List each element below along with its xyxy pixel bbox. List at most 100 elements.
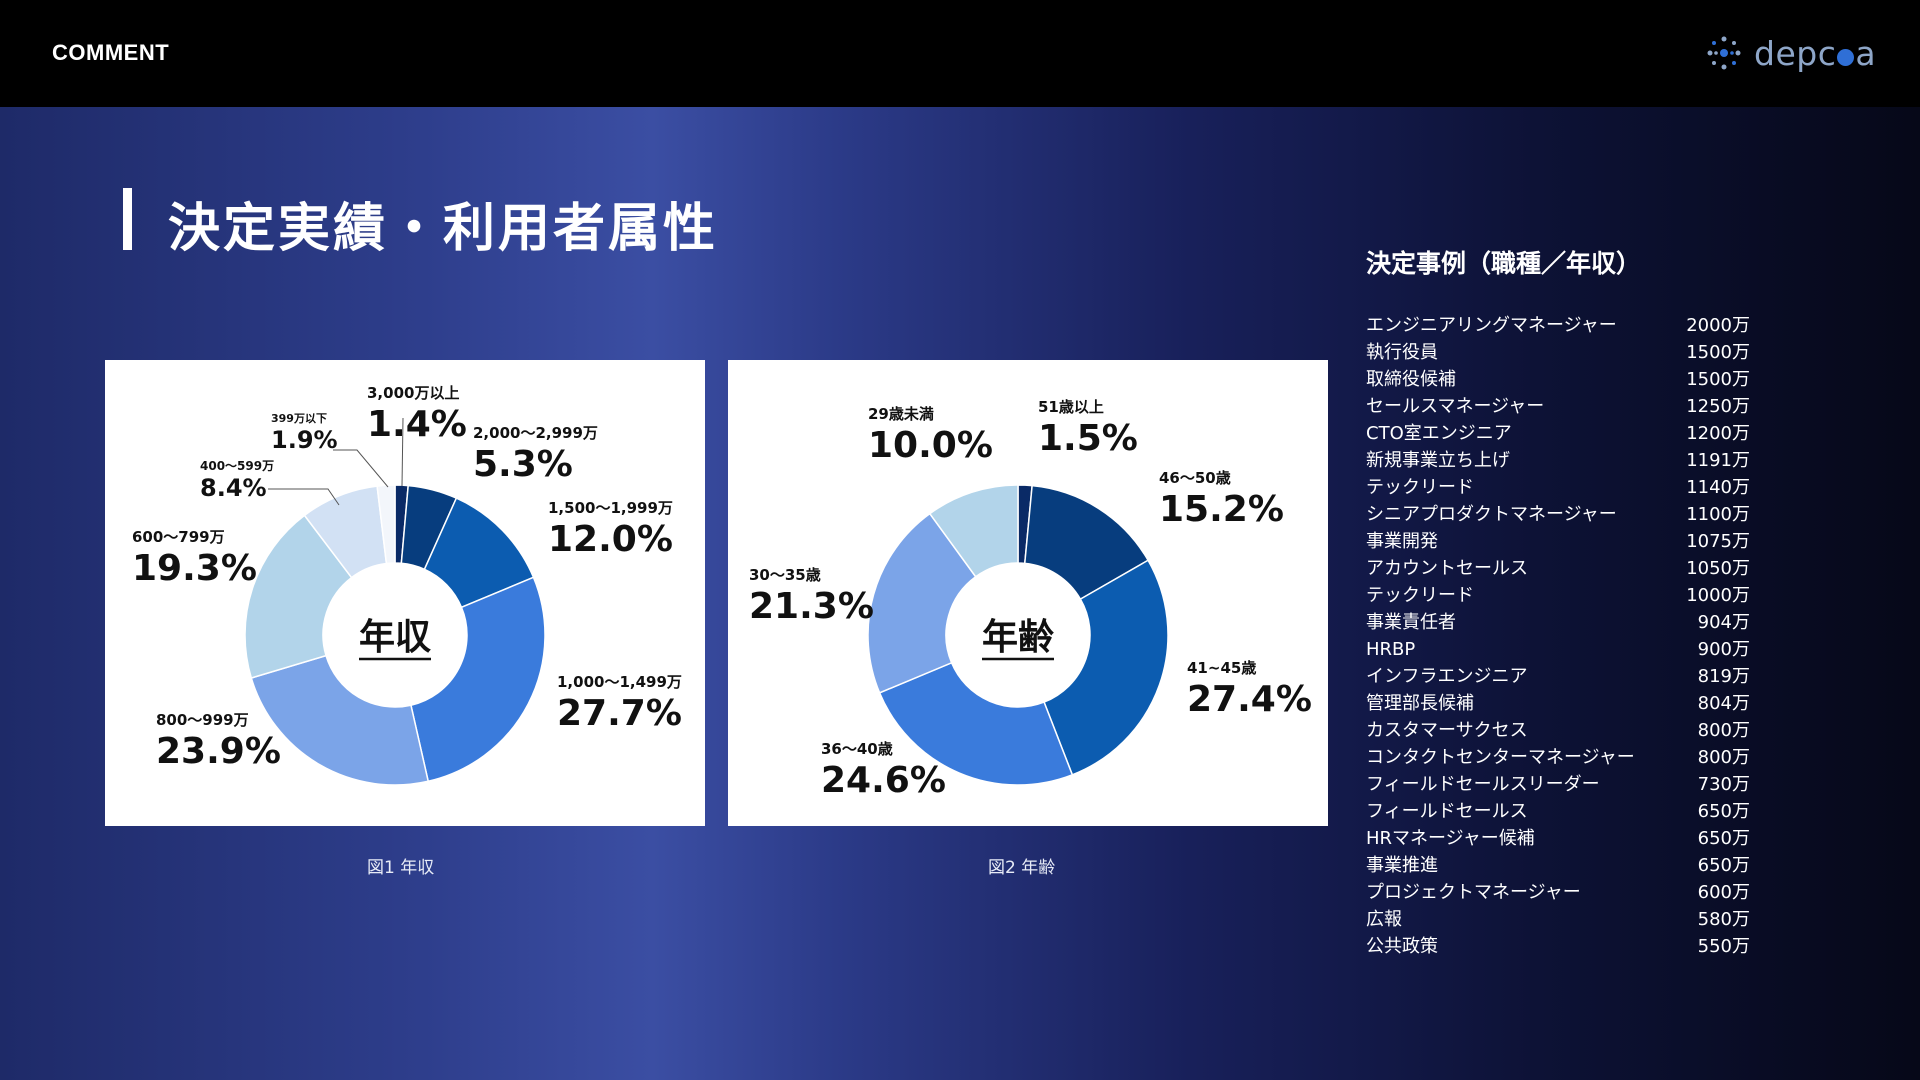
- example-salary: 904万: [1697, 612, 1750, 633]
- example-salary: 800万: [1697, 747, 1750, 768]
- example-salary: 1500万: [1686, 369, 1750, 390]
- example-role: フィールドセールスリーダー: [1366, 774, 1600, 795]
- donut-slice: [376, 484, 396, 565]
- example-salary: 900万: [1697, 639, 1750, 660]
- example-salary: 650万: [1697, 801, 1750, 822]
- donut-slice: [867, 512, 977, 694]
- donut-slice: [410, 576, 546, 783]
- example-row: プロジェクトマネージャー 600万: [1366, 879, 1750, 906]
- slice-category-label: 46〜50歳: [1159, 469, 1231, 487]
- slice-category-label: 600〜799万: [132, 528, 225, 546]
- example-row: HRBP 900万: [1366, 636, 1750, 663]
- example-role: アカウントセールス: [1366, 558, 1528, 579]
- example-row: カスタマーサクセス 800万: [1366, 717, 1750, 744]
- slice-value-label: 12.0%: [548, 519, 673, 560]
- example-salary: 804万: [1697, 693, 1750, 714]
- example-row: 事業責任者 904万: [1366, 609, 1750, 636]
- slice-value-label: 27.4%: [1187, 679, 1312, 720]
- slice-category-label: 41~45歳: [1187, 659, 1256, 677]
- slice-category-label: 800〜999万: [156, 711, 249, 729]
- example-salary: 1100万: [1686, 504, 1750, 525]
- example-salary: 2000万: [1686, 315, 1750, 336]
- example-salary: 730万: [1697, 774, 1750, 795]
- logo-text: depc a: [1754, 33, 1877, 73]
- example-role: HRBP: [1366, 639, 1416, 660]
- example-row: シニアプロダクトマネージャー 1100万: [1366, 501, 1750, 528]
- income-chart-card: 年収 3,000万以上 1.4% 2,000〜2,999万 5.3% 1,500〜1,99…: [105, 360, 705, 826]
- slice-value-label: 1.9%: [271, 426, 338, 454]
- example-role: インフラエンジニア: [1366, 666, 1528, 687]
- example-row: HRマネージャー候補 650万: [1366, 825, 1750, 852]
- slice-category-label: 399万以下: [271, 412, 327, 425]
- slice-value-label: 23.9%: [156, 731, 281, 772]
- example-salary: 800万: [1697, 720, 1750, 741]
- example-role: テックリード: [1366, 585, 1474, 606]
- example-salary: 819万: [1697, 666, 1750, 687]
- donut-slice: [1043, 559, 1169, 776]
- example-role: CTO室エンジニア: [1366, 423, 1512, 444]
- examples-list: エンジニアリングマネージャー 2000万 執行役員 1500万 取締役候補 1500万 セー…: [1366, 312, 1750, 960]
- example-salary: 580万: [1697, 909, 1750, 930]
- slice-category-label: 3,000万以上: [367, 384, 459, 402]
- slice-category-label: 1,500〜1,999万: [548, 499, 673, 517]
- example-role: フィールドセールス: [1366, 801, 1528, 822]
- slice-category-label: 2,000〜2,999万: [473, 424, 598, 442]
- donut-slice: [928, 484, 1019, 578]
- top-bar: COMMENT depc a: [0, 0, 1920, 107]
- example-salary: 600万: [1697, 882, 1750, 903]
- slice-value-label: 10.0%: [868, 425, 993, 466]
- age-chart-card: 年齢 51歳以上 1.5% 46〜50歳 15.2% 41~45歳 27.4% 36〜40歳 2…: [728, 360, 1328, 826]
- example-row: フィールドセールスリーダー 730万: [1366, 771, 1750, 798]
- example-salary: 1250万: [1686, 396, 1750, 417]
- income-chart-caption: 図1 年収: [367, 858, 435, 878]
- example-row: セールスマネージャー 1250万: [1366, 393, 1750, 420]
- example-salary: 650万: [1697, 855, 1750, 876]
- leader-line: [401, 417, 404, 487]
- donut-slice: [244, 514, 353, 679]
- example-role: コンタクトセンターマネージャー: [1366, 747, 1635, 768]
- leader-line: [268, 488, 340, 506]
- example-row: アカウントセールス 1050万: [1366, 555, 1750, 582]
- example-row: CTO室エンジニア 1200万: [1366, 420, 1750, 447]
- slice-category-label: 30〜35歳: [749, 566, 821, 584]
- example-row: エンジニアリングマネージャー 2000万: [1366, 312, 1750, 339]
- donut-slice: [250, 654, 430, 786]
- example-role: 管理部長候補: [1366, 693, 1474, 714]
- example-role: 広報: [1366, 909, 1402, 930]
- example-role: 事業推進: [1366, 855, 1438, 876]
- example-salary: 550万: [1697, 936, 1750, 957]
- example-role: 新規事業立ち上げ: [1366, 450, 1510, 471]
- example-salary: 650万: [1697, 828, 1750, 849]
- slice-value-label: 1.5%: [1038, 418, 1138, 459]
- example-row: コンタクトセンターマネージャー 800万: [1366, 744, 1750, 771]
- slice-category-label: 1,000〜1,499万: [557, 673, 682, 691]
- example-role: 事業責任者: [1366, 612, 1456, 633]
- donut-slice: [878, 661, 1074, 786]
- slice-category-label: 400〜599万: [200, 459, 274, 473]
- example-salary: 1191万: [1686, 450, 1750, 471]
- example-row: 執行役員 1500万: [1366, 339, 1750, 366]
- example-role: 事業開発: [1366, 531, 1438, 552]
- donut-center-label: 年齢: [982, 617, 1054, 658]
- example-row: 事業推進 650万: [1366, 852, 1750, 879]
- title-accent-bar: [123, 188, 132, 250]
- example-salary: 1050万: [1686, 558, 1750, 579]
- leader-line: [333, 449, 389, 488]
- example-row: インフラエンジニア 819万: [1366, 663, 1750, 690]
- comment-label: COMMENT: [52, 40, 170, 65]
- age-chart-caption: 図2 年齢: [988, 858, 1056, 878]
- example-role: HRマネージャー候補: [1366, 828, 1535, 849]
- example-role: 執行役員: [1366, 342, 1438, 363]
- example-row: 公共政策 550万: [1366, 933, 1750, 960]
- depcoa-logo: depc a: [1702, 30, 1876, 76]
- example-role: テックリード: [1366, 477, 1474, 498]
- example-role: シニアプロダクトマネージャー: [1366, 504, 1617, 525]
- examples-title: 決定事例（職種／年収）: [1366, 249, 1642, 278]
- slice-value-label: 24.6%: [821, 760, 946, 801]
- example-role: セールスマネージャー: [1366, 396, 1545, 417]
- example-salary: 1140万: [1686, 477, 1750, 498]
- page-title: 決定実績・利用者属性: [168, 199, 719, 259]
- example-row: テックリード 1000万: [1366, 582, 1750, 609]
- example-role: カスタマーサクセス: [1366, 720, 1528, 741]
- example-row: 取締役候補 1500万: [1366, 366, 1750, 393]
